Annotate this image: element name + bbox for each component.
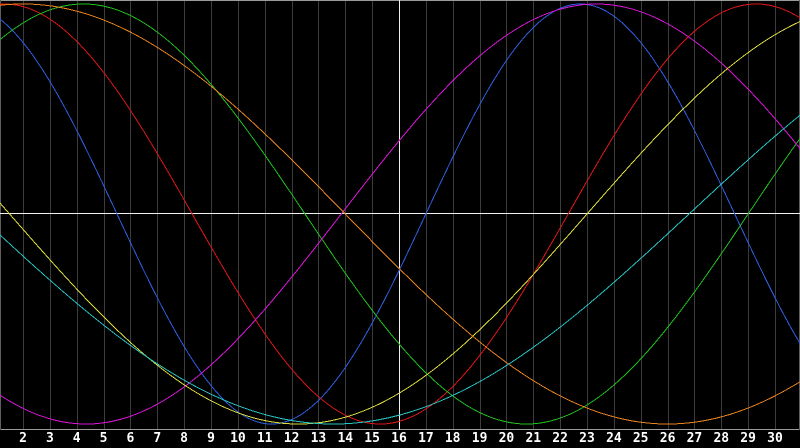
x-tick-label-8: 8 xyxy=(180,431,189,446)
x-tick-label-7: 7 xyxy=(153,431,162,446)
x-tick-label-10: 10 xyxy=(230,431,246,446)
x-tick-label-28: 28 xyxy=(713,431,730,446)
x-tick-label-30: 30 xyxy=(767,431,783,446)
x-tick-label-17: 17 xyxy=(418,431,434,446)
x-tick-label-27: 27 xyxy=(686,431,703,446)
x-tick-label-24: 24 xyxy=(606,431,622,446)
x-tick-label-26: 26 xyxy=(659,431,676,446)
x-tick-label-11: 11 xyxy=(256,431,273,446)
x-tick-label-4: 4 xyxy=(72,431,81,446)
series-green-cycle-curve xyxy=(0,3,800,425)
x-tick-label-21: 21 xyxy=(525,431,542,446)
x-tick-label-3: 3 xyxy=(45,431,54,446)
x-tick-label-19: 19 xyxy=(471,431,488,446)
series-yellow-cycle-curve xyxy=(0,21,800,425)
x-tick-label-5: 5 xyxy=(99,431,108,446)
x-tick-label-18: 18 xyxy=(444,431,461,446)
x-tick-label-2: 2 xyxy=(19,431,27,446)
x-tick-label-22: 22 xyxy=(552,431,568,446)
series-blue-cycle-curve xyxy=(0,3,800,425)
x-tick-label-14: 14 xyxy=(337,431,354,446)
x-axis: 2 3 4 5 6 7 8 9 10 11 12 13 14 15 16 17 18 19 20 21 22 23 24 25… xyxy=(0,430,800,448)
x-tick-label-6: 6 xyxy=(126,431,135,446)
x-tick-label-9: 9 xyxy=(207,431,215,446)
series-orange-cycle-curve xyxy=(0,3,800,425)
series-magenta-cycle-curve xyxy=(0,3,800,425)
chart-canvas xyxy=(0,0,800,430)
x-tick-label-12: 12 xyxy=(283,431,300,446)
series-cyan-cycle-curve xyxy=(0,114,800,425)
x-tick-label-23: 23 xyxy=(579,431,595,446)
plot-area xyxy=(0,0,800,430)
x-tick-label-16: 16 xyxy=(391,431,407,446)
x-tick-label-20: 20 xyxy=(498,431,515,446)
x-tick-label-15: 15 xyxy=(364,431,380,446)
x-tick-label-29: 29 xyxy=(740,431,756,446)
x-tick-label-25: 25 xyxy=(632,431,649,446)
series-red-cycle-curve xyxy=(0,3,800,425)
x-tick-label-13: 13 xyxy=(310,431,327,446)
